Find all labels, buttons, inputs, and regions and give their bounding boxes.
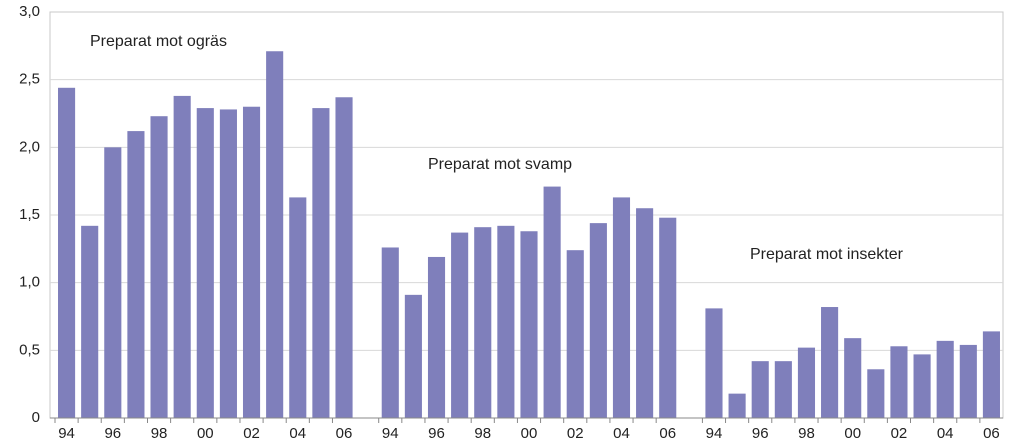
bar xyxy=(335,97,353,418)
x-tick-label: 04 xyxy=(937,425,954,442)
bar xyxy=(497,225,515,418)
bar xyxy=(81,225,99,418)
bar xyxy=(150,116,168,418)
x-tick-label: 00 xyxy=(197,425,214,442)
bar xyxy=(543,186,561,418)
x-tick-label: 98 xyxy=(151,425,168,442)
bar xyxy=(474,227,492,418)
x-tick-label: 94 xyxy=(706,425,723,442)
x-tick-label: 00 xyxy=(844,425,861,442)
bar xyxy=(636,208,654,418)
bar xyxy=(196,108,214,418)
x-tick-label: 04 xyxy=(289,425,306,442)
y-tick-label: 3,0 xyxy=(19,3,40,20)
bar xyxy=(821,307,839,418)
x-tick-label: 02 xyxy=(567,425,584,442)
bar xyxy=(520,231,538,418)
bar xyxy=(242,106,261,418)
bar xyxy=(844,338,862,418)
bar xyxy=(867,369,885,418)
y-tick-label: 2,5 xyxy=(19,71,40,88)
x-tick-label: 94 xyxy=(382,425,399,442)
x-tick-label: 02 xyxy=(243,425,260,442)
bar xyxy=(427,256,446,418)
bar xyxy=(890,346,908,418)
bar xyxy=(58,87,76,418)
bar xyxy=(751,361,769,418)
x-tick-label: 00 xyxy=(521,425,538,442)
bar xyxy=(982,331,1000,418)
series-annotation: Preparat mot insekter xyxy=(750,246,904,263)
x-tick-label: 06 xyxy=(983,425,1000,442)
y-tick-label: 2,0 xyxy=(19,138,40,155)
bar xyxy=(913,354,931,418)
bar xyxy=(936,340,954,418)
bar xyxy=(774,361,792,418)
bar xyxy=(173,95,191,418)
series-annotation: Preparat mot svamp xyxy=(428,156,572,173)
bar xyxy=(127,131,145,419)
bar xyxy=(959,344,977,418)
bar xyxy=(659,217,677,418)
x-tick-label: 02 xyxy=(891,425,908,442)
bar xyxy=(266,51,284,418)
x-tick-label: 06 xyxy=(336,425,353,442)
bar xyxy=(566,250,584,418)
bar xyxy=(612,197,631,418)
bar xyxy=(289,197,307,418)
x-tick-label: 98 xyxy=(474,425,491,442)
bar xyxy=(728,393,746,418)
x-tick-label: 96 xyxy=(428,425,445,442)
bar xyxy=(219,109,237,418)
y-tick-label: 1,0 xyxy=(19,274,40,291)
x-tick-label: 96 xyxy=(752,425,769,442)
bar xyxy=(797,347,816,418)
bar xyxy=(381,247,399,418)
bar xyxy=(104,147,122,419)
y-tick-label: 0 xyxy=(32,409,40,426)
bar xyxy=(404,294,422,418)
bar xyxy=(312,108,330,418)
y-tick-label: 0,5 xyxy=(19,341,40,358)
x-tick-label: 96 xyxy=(104,425,121,442)
x-tick-label: 98 xyxy=(798,425,815,442)
x-tick-label: 06 xyxy=(659,425,676,442)
y-tick-label: 1,5 xyxy=(19,206,40,223)
bar xyxy=(589,223,607,418)
bar xyxy=(451,232,469,418)
bar xyxy=(705,308,723,418)
x-tick-label: 94 xyxy=(58,425,75,442)
series-annotation: Preparat mot ogräs xyxy=(90,33,227,50)
x-tick-label: 04 xyxy=(613,425,630,442)
